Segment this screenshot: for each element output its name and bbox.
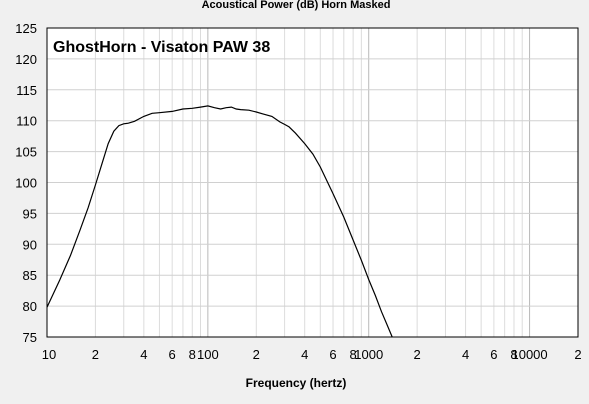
x-tick-label: 6 [169, 347, 176, 362]
x-tick-label: 10 [42, 347, 56, 362]
x-tick-label: 8 [189, 347, 196, 362]
x-tick-label: 2 [92, 347, 99, 362]
grid [47, 27, 578, 338]
x-tick-label: 6 [490, 347, 497, 362]
y-tick-label: 90 [23, 237, 37, 252]
y-tick-label: 115 [16, 83, 37, 98]
y-tick-label: 95 [23, 206, 37, 221]
y-tick-label: 120 [15, 52, 37, 67]
x-tick-label: 100 [197, 347, 219, 362]
y-tick-label: 105 [15, 145, 37, 160]
plot-frame [46, 27, 579, 338]
x-tick-label: 4 [301, 347, 308, 362]
x-tick-label: 2 [414, 347, 421, 362]
y-tick-label: 80 [23, 299, 37, 314]
y-tick-label: 75 [23, 330, 37, 345]
x-axis-label: Frequency (hertz) [246, 376, 347, 390]
chart-title: GhostHorn - Visaton PAW 38 [53, 39, 270, 56]
series-line [46, 105, 393, 338]
x-tick-label: 2 [253, 347, 260, 362]
x-tick-label: 10000 [511, 347, 547, 362]
x-tick-label: 8 [510, 347, 517, 362]
x-tick-label: 1000 [354, 347, 383, 362]
x-tick-label: 2 [574, 347, 581, 362]
y-tick-label: 85 [23, 268, 37, 283]
x-tick-label: 6 [329, 347, 336, 362]
x-tick-label: 8 [350, 347, 357, 362]
y-tick-label: 100 [15, 176, 37, 191]
y-tick-label: 125 [15, 21, 37, 36]
x-tick-label: 4 [462, 347, 469, 362]
y-tick-label: 110 [16, 114, 37, 129]
x-tick-label: 4 [140, 347, 147, 362]
chart-header: Acoustical Power (dB) Horn Masked [202, 0, 391, 11]
